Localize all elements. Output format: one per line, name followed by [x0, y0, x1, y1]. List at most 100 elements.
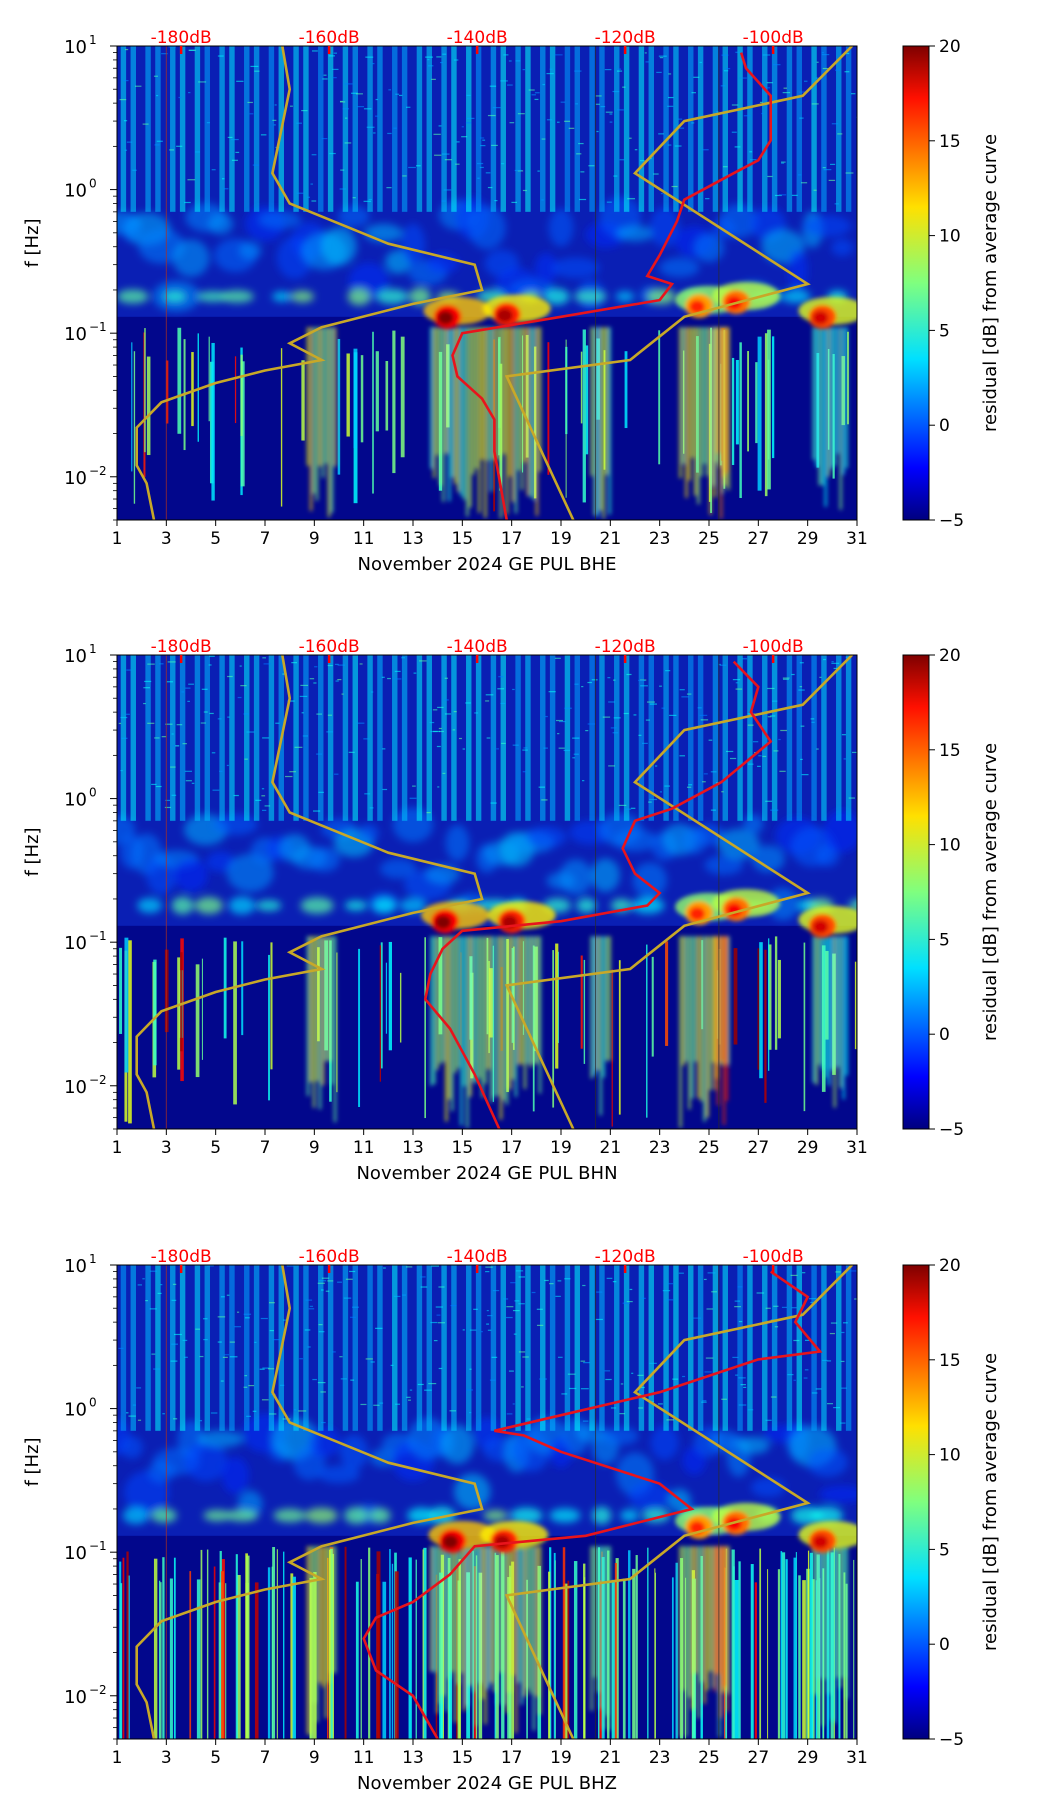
y-tick-label: 10 [64, 1543, 87, 1564]
x-tick-label: 31 [846, 1138, 868, 1158]
y-axis-label: f [Hz] [22, 827, 43, 876]
y-tick-label: 10 [64, 1687, 87, 1708]
colorbar: 20 15 10 5 0 −5 residual [dB] from average cur… [902, 1256, 1001, 1750]
colorbar-tick-label: 15 [939, 1351, 961, 1371]
x-tick-label: 29 [797, 529, 819, 549]
db-label: -120dB [595, 1247, 656, 1267]
axes-frame [116, 654, 858, 1130]
y-tick-exponent: −1 [89, 320, 107, 334]
colorbar-label: residual [dB] from average curve [980, 1353, 1001, 1651]
x-axis-label: November 2024 GE PUL BHZ [357, 1773, 617, 1794]
colorbar-tick-label: 5 [939, 930, 950, 950]
db-label: -140dB [447, 637, 508, 657]
y-tick-label: 10 [64, 1400, 87, 1421]
x-tick-label: 29 [797, 1138, 819, 1158]
db-label: -180dB [151, 1247, 212, 1267]
noise-model-curve-low [135, 655, 484, 1129]
colorbar-label: residual [dB] from average curve [980, 743, 1001, 1041]
x-tick-label: 21 [600, 1748, 622, 1768]
colorbar-tick-label: 15 [939, 741, 961, 761]
colorbar-tick-label: 10 [939, 227, 961, 247]
x-tick-label: 17 [501, 1748, 523, 1768]
y-tick-exponent: 1 [89, 33, 97, 47]
y-axis-label: f [Hz] [22, 218, 43, 267]
x-tick-label: 21 [600, 1138, 622, 1158]
noise-model-curve-high [504, 1265, 854, 1739]
y-tick-label: 10 [64, 324, 87, 345]
colorbar-tick-label: 15 [939, 132, 961, 152]
db-label: -120dB [595, 28, 656, 48]
y-tick-exponent: −1 [89, 1539, 107, 1553]
y-tick-label: 10 [64, 181, 87, 202]
colorbar-tick-label: 0 [939, 416, 950, 436]
x-tick-label: 11 [353, 1748, 375, 1768]
colorbar-scale [902, 1264, 930, 1740]
x-tick-label: 5 [210, 1138, 221, 1158]
colorbar-scale [902, 654, 930, 1130]
y-tick-exponent: −2 [89, 1073, 107, 1087]
x-tick-label: 15 [452, 1748, 474, 1768]
noise-model-curve-high [504, 46, 854, 520]
db-label: -160dB [299, 28, 360, 48]
colorbar-tick-label: −5 [939, 1120, 964, 1140]
db-label: -160dB [299, 1247, 360, 1267]
colorbar: 20 15 10 5 0 −5 residual [dB] from average cur… [902, 37, 1001, 531]
axes-frame [116, 45, 858, 521]
x-tick-label: 11 [353, 1138, 375, 1158]
db-label: -140dB [447, 1247, 508, 1267]
x-tick-label: 19 [550, 529, 572, 549]
y-tick-label: 10 [64, 37, 87, 58]
db-label: -100dB [743, 637, 804, 657]
db-label: -100dB [743, 28, 804, 48]
x-tick-label: 15 [452, 1138, 474, 1158]
y-tick-exponent: 0 [89, 1396, 97, 1410]
x-tick-label: 3 [161, 1748, 172, 1768]
daily-noise-stripes [118, 655, 857, 821]
db-label: -160dB [299, 637, 360, 657]
spectrogram-area [117, 655, 857, 1129]
noise-model-curve-low [135, 46, 484, 520]
x-tick-label: 5 [210, 1748, 221, 1768]
x-tick-label: 9 [309, 1748, 320, 1768]
x-axis-label: November 2024 GE PUL BHE [358, 554, 617, 575]
y-tick-exponent: 0 [89, 786, 97, 800]
daily-noise-stripes [118, 1265, 857, 1431]
x-tick-label: 1 [112, 529, 123, 549]
noise-model-curve-high [504, 655, 854, 1129]
db-label: -180dB [151, 637, 212, 657]
y-tick-exponent: 0 [89, 177, 97, 191]
x-tick-label: 7 [260, 1138, 271, 1158]
axes-frame [116, 1264, 858, 1740]
x-tick-label: 19 [550, 1748, 572, 1768]
storm-events [421, 889, 857, 938]
colorbar-tick-label: 10 [939, 836, 961, 856]
y-tick-label: 10 [64, 1077, 87, 1098]
x-tick-label: 13 [402, 1748, 424, 1768]
x-tick-label: 23 [649, 1138, 671, 1158]
colorbar-label: residual [dB] from average curve [980, 134, 1001, 432]
average-psd-curve [451, 52, 773, 520]
microseism-band [117, 1413, 857, 1525]
y-tick-exponent: −1 [89, 929, 107, 943]
x-tick-label: 11 [353, 529, 375, 549]
colorbar-tick-label: 20 [939, 1256, 961, 1276]
x-tick-label: 21 [600, 529, 622, 549]
y-tick-label: 10 [64, 646, 87, 667]
y-tick-label: 10 [64, 790, 87, 811]
colorbar-tick-label: 5 [939, 1540, 950, 1560]
spectrogram-area [117, 46, 857, 520]
daily-noise-stripes [119, 46, 857, 212]
average-psd-curve [423, 660, 773, 1129]
storm-columns [306, 327, 848, 519]
colorbar-tick-label: −5 [939, 511, 964, 531]
colorbar-tick-label: 0 [939, 1635, 950, 1655]
x-tick-label: 7 [260, 1748, 271, 1768]
microseism-band [117, 196, 854, 312]
x-tick-label: 29 [797, 1748, 819, 1768]
x-tick-label: 3 [161, 1138, 172, 1158]
x-tick-label: 9 [309, 1138, 320, 1158]
x-tick-label: 13 [402, 1138, 424, 1158]
